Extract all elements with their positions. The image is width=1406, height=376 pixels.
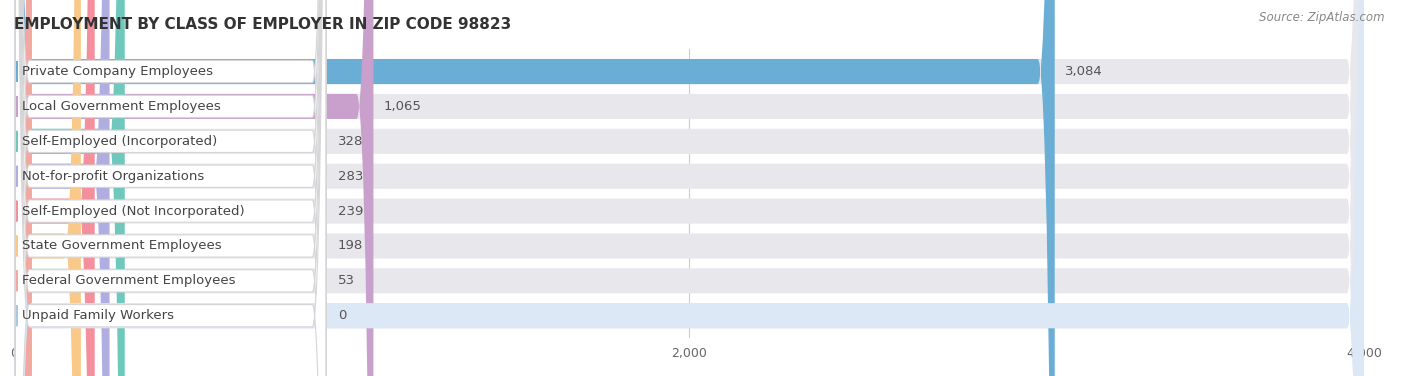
FancyBboxPatch shape: [14, 0, 1364, 376]
Text: Self-Employed (Not Incorporated): Self-Employed (Not Incorporated): [22, 205, 245, 218]
FancyBboxPatch shape: [15, 0, 326, 376]
FancyBboxPatch shape: [15, 0, 326, 376]
Text: Federal Government Employees: Federal Government Employees: [22, 274, 236, 287]
Text: Source: ZipAtlas.com: Source: ZipAtlas.com: [1260, 11, 1385, 24]
Text: 239: 239: [337, 205, 363, 218]
Text: Private Company Employees: Private Company Employees: [22, 65, 214, 78]
FancyBboxPatch shape: [14, 0, 1364, 376]
Text: 198: 198: [337, 240, 363, 252]
Text: 1,065: 1,065: [384, 100, 422, 113]
Text: State Government Employees: State Government Employees: [22, 240, 222, 252]
Text: Not-for-profit Organizations: Not-for-profit Organizations: [22, 170, 205, 183]
Text: 283: 283: [337, 170, 363, 183]
FancyBboxPatch shape: [14, 0, 1364, 376]
FancyBboxPatch shape: [15, 0, 326, 376]
Text: Unpaid Family Workers: Unpaid Family Workers: [22, 309, 174, 322]
FancyBboxPatch shape: [14, 0, 110, 376]
FancyBboxPatch shape: [14, 0, 1364, 376]
Text: 3,084: 3,084: [1064, 65, 1102, 78]
Text: 0: 0: [337, 309, 346, 322]
FancyBboxPatch shape: [14, 0, 374, 376]
Text: 328: 328: [337, 135, 363, 148]
FancyBboxPatch shape: [15, 0, 326, 376]
FancyBboxPatch shape: [14, 0, 1364, 376]
FancyBboxPatch shape: [14, 0, 1364, 376]
Text: Local Government Employees: Local Government Employees: [22, 100, 221, 113]
FancyBboxPatch shape: [14, 0, 1364, 376]
FancyBboxPatch shape: [14, 0, 94, 376]
Text: 53: 53: [337, 274, 354, 287]
Text: EMPLOYMENT BY CLASS OF EMPLOYER IN ZIP CODE 98823: EMPLOYMENT BY CLASS OF EMPLOYER IN ZIP C…: [14, 17, 512, 32]
FancyBboxPatch shape: [14, 0, 1364, 376]
FancyBboxPatch shape: [15, 0, 326, 376]
FancyBboxPatch shape: [14, 0, 125, 376]
FancyBboxPatch shape: [14, 0, 82, 376]
Text: Self-Employed (Incorporated): Self-Employed (Incorporated): [22, 135, 218, 148]
FancyBboxPatch shape: [15, 0, 326, 376]
FancyBboxPatch shape: [15, 0, 326, 376]
FancyBboxPatch shape: [14, 0, 32, 376]
FancyBboxPatch shape: [15, 0, 326, 376]
FancyBboxPatch shape: [14, 0, 1054, 376]
FancyBboxPatch shape: [14, 0, 1364, 376]
